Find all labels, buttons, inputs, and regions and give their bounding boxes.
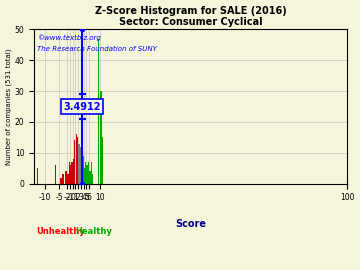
Bar bbox=[69, 162, 70, 184]
Title: Z-Score Histogram for SALE (2016)
Sector: Consumer Cyclical: Z-Score Histogram for SALE (2016) Sector… bbox=[95, 6, 287, 27]
X-axis label: Score: Score bbox=[175, 219, 206, 229]
Bar bbox=[88, 162, 89, 184]
Bar bbox=[62, 174, 63, 184]
Bar bbox=[55, 165, 56, 184]
Text: The Research Foundation of SUNY: The Research Foundation of SUNY bbox=[37, 46, 157, 52]
Bar bbox=[76, 134, 77, 184]
Text: Unhealthy: Unhealthy bbox=[36, 227, 85, 236]
Text: Healthy: Healthy bbox=[75, 227, 112, 236]
Bar bbox=[91, 162, 92, 184]
Bar bbox=[64, 171, 66, 184]
Bar bbox=[37, 168, 39, 184]
Bar bbox=[89, 171, 91, 184]
Bar bbox=[67, 174, 69, 184]
Bar bbox=[82, 156, 84, 184]
Bar bbox=[78, 144, 80, 184]
Y-axis label: Number of companies (531 total): Number of companies (531 total) bbox=[5, 48, 12, 165]
Bar bbox=[92, 174, 93, 184]
Bar bbox=[85, 162, 86, 184]
Bar bbox=[86, 165, 88, 184]
Bar bbox=[98, 39, 99, 184]
Bar bbox=[66, 171, 67, 184]
Text: 3.4912: 3.4912 bbox=[64, 102, 101, 112]
Bar bbox=[100, 91, 102, 184]
Text: ©www.textbiz.org: ©www.textbiz.org bbox=[37, 34, 101, 40]
Bar bbox=[73, 159, 74, 184]
Bar bbox=[80, 147, 81, 184]
Bar bbox=[81, 153, 82, 184]
Bar bbox=[60, 178, 62, 184]
Bar bbox=[74, 140, 76, 184]
Bar bbox=[71, 162, 73, 184]
Bar bbox=[70, 165, 71, 184]
Bar bbox=[77, 137, 78, 184]
Bar bbox=[63, 174, 64, 184]
Bar bbox=[84, 168, 85, 184]
Bar bbox=[102, 137, 103, 184]
